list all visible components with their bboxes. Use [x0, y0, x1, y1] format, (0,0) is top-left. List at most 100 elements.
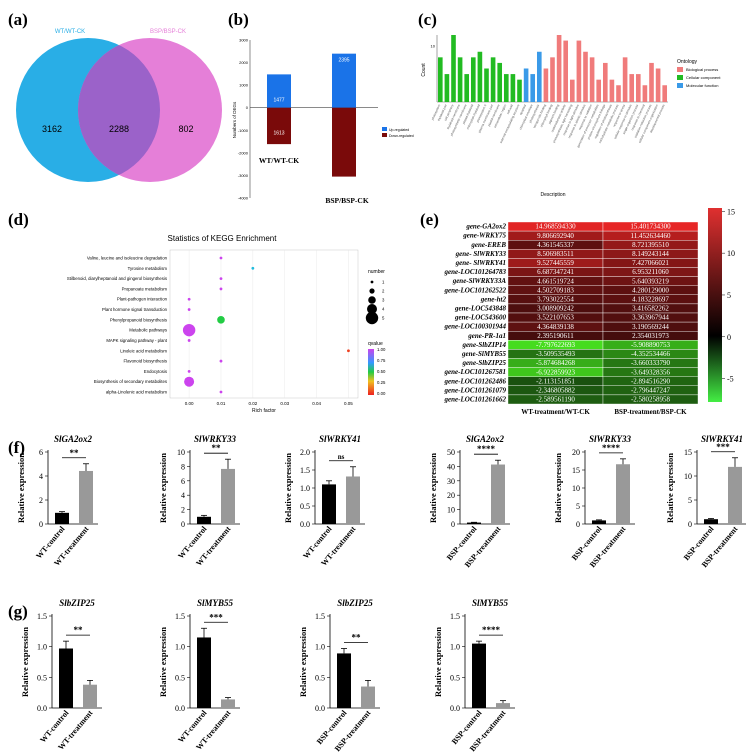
qpcr-ytick-label: 0.0	[37, 704, 47, 713]
qpcr-title: SlbZIP25	[337, 598, 373, 608]
degs-category-label: WT/WT-CK	[259, 156, 299, 165]
go-legend-label: Biological process	[686, 67, 718, 72]
kegg-pathway-label: Propanoate metabolism	[122, 286, 168, 291]
degs-ytick-label: -1000	[238, 128, 249, 133]
qpcr-ylabel: Relative expression	[20, 627, 30, 697]
qpcr-ylabel: Relative expression	[433, 627, 443, 697]
degs-ytick-label: 0	[246, 105, 249, 110]
kegg-xtick-label: 0.03	[280, 401, 289, 406]
degs-ytick-label: -2000	[238, 150, 249, 155]
heatmap-row-label: gene-PR-1a1	[467, 332, 506, 340]
go-tick-label: cell periphery	[443, 103, 454, 121]
qpcr-ytick-label: 0.0	[315, 704, 325, 713]
qpcr-ytick-label: 10	[447, 506, 455, 515]
go-bar	[477, 51, 483, 102]
kegg-xtick-label: 0.02	[248, 401, 257, 406]
kegg-pathway-label: Plant-pathogen interaction	[117, 297, 168, 302]
qpcr-title: SlWRKY41	[701, 434, 743, 444]
kegg-point	[187, 369, 191, 373]
heatmap-cell-label: 14.968594330	[535, 223, 576, 231]
panel-label-a: (a)	[8, 10, 28, 29]
qpcr-significance-label: ***	[716, 442, 730, 452]
heatmap-cell-label: 8.149243144	[632, 250, 669, 258]
qpcr-significance-label: ****	[602, 443, 621, 453]
kegg-size-legend-dot	[367, 304, 377, 314]
qpcr-significance-label: ***	[209, 612, 223, 622]
heatmap-colorbar-label: 10	[727, 249, 735, 258]
degs-legend-swatch-down	[382, 133, 387, 137]
qpcr-ytick-label: 0.5	[175, 673, 185, 682]
heatmap-row-label: gene-EREB	[470, 241, 506, 249]
go-bar	[484, 68, 489, 102]
heatmap-cell-label: 15.401734300	[630, 223, 671, 231]
heatmap-row-label: gene-SlbZIP25	[461, 359, 506, 367]
heatmap-cell-label: -3.660333790	[631, 359, 671, 367]
heatmap-row-label: gene-WRKY75	[462, 232, 506, 240]
heatmap-row-label: gene-LOC101262522	[444, 286, 507, 294]
qpcr-bar	[221, 699, 235, 708]
degs-legend-label-up: Up-regulated	[389, 128, 409, 132]
kegg-color-legend-label: 1.00	[377, 347, 386, 352]
qpcr-title: SlMYB55	[472, 598, 509, 608]
qpcr-ytick-label: 0	[688, 520, 692, 529]
qpcr-ylabel: Relative expression	[298, 627, 308, 697]
panel-label-e: (e)	[420, 210, 439, 229]
heatmap-row-label: gene-SlWRKY33A	[452, 277, 507, 285]
kegg-point	[187, 308, 191, 311]
qpcr-bar	[83, 684, 97, 708]
venn-set-label-right: BSP/BSP-CK	[150, 29, 186, 35]
kegg-size-legend-dot	[370, 280, 374, 284]
heatmap-cell-label: -7.797622693	[536, 341, 576, 349]
venn-count-left: 3162	[42, 124, 62, 134]
heatmap-cell-label: -2.589561190	[536, 396, 575, 404]
qpcr-ytick-label: 1.5	[300, 466, 310, 475]
heatmap-row-label: gene-SlbZIP14	[461, 341, 506, 349]
venn-panel: WT/WT-CK BSP/BSP-CK 3162 2288 802	[0, 0, 230, 200]
kegg-size-legend-label: 1	[382, 280, 385, 285]
kegg-color-legend-label: 0.00	[377, 391, 386, 396]
heatmap-cell-label: -4.352534466	[631, 350, 671, 358]
heatmap-cell-label: 9.527445559	[537, 259, 574, 267]
degs-ytick-label: 1000	[239, 83, 249, 88]
degs-bar-up	[332, 53, 356, 108]
degs-legend-swatch-up	[382, 127, 387, 131]
qpcr-significance-label: **	[212, 443, 222, 453]
kegg-color-legend-bar	[368, 349, 374, 395]
kegg-size-legend-dot	[369, 288, 375, 294]
heatmap-row-label: gene-GA2ox2	[465, 223, 506, 231]
qpcr-bar	[55, 512, 69, 524]
qpcr-bar	[496, 703, 510, 708]
kegg-point	[184, 376, 195, 387]
heatmap-cell-label: 9.806692940	[537, 232, 574, 240]
go-bar	[589, 57, 595, 102]
go-bar	[457, 57, 463, 102]
qpcr-title: SlGA2ox2	[54, 434, 93, 444]
go-bar	[583, 51, 588, 102]
kegg-point	[182, 323, 196, 337]
kegg-pathway-label: Endocytosis	[144, 369, 167, 374]
qpcr-ylabel: Relative expression	[428, 453, 438, 523]
heatmap-cell-label: 4.361545337	[537, 241, 574, 249]
go-bar	[497, 62, 503, 102]
go-bar	[602, 62, 608, 102]
qpcr-ytick-label: 1.5	[37, 612, 47, 621]
go-bar	[569, 79, 575, 102]
qpcr-ytick-label: 2	[39, 496, 43, 505]
go-ytick-label: 10	[431, 44, 436, 49]
heatmap-colorbar-label: 5	[727, 291, 731, 300]
kegg-point	[219, 277, 223, 281]
degs-chart: 3000 2000 1000 0 -1000 -2000 -3000 -4000 Numbers…	[232, 38, 414, 228]
qpcr-ytick-label: 1.5	[315, 612, 325, 621]
qpcr-title: SlMYB55	[197, 598, 234, 608]
heatmap-cell-label: -2.796447247	[631, 387, 671, 395]
heatmap-cell-label: 6.953211060	[632, 268, 669, 276]
kegg-pathway-label: Stilbenoid, diarylheptanoid and gingerol…	[67, 276, 167, 281]
qpcr-bar	[197, 516, 211, 524]
qpcr-ytick-label: 0.5	[315, 673, 325, 682]
go-bar	[576, 40, 582, 102]
qpcr-ytick-label: 1.0	[315, 643, 325, 652]
qpcr-bar	[221, 468, 235, 524]
go-panel: 10 Count photosystem thylakoid part cell per…	[418, 0, 746, 210]
go-bar	[649, 62, 654, 102]
